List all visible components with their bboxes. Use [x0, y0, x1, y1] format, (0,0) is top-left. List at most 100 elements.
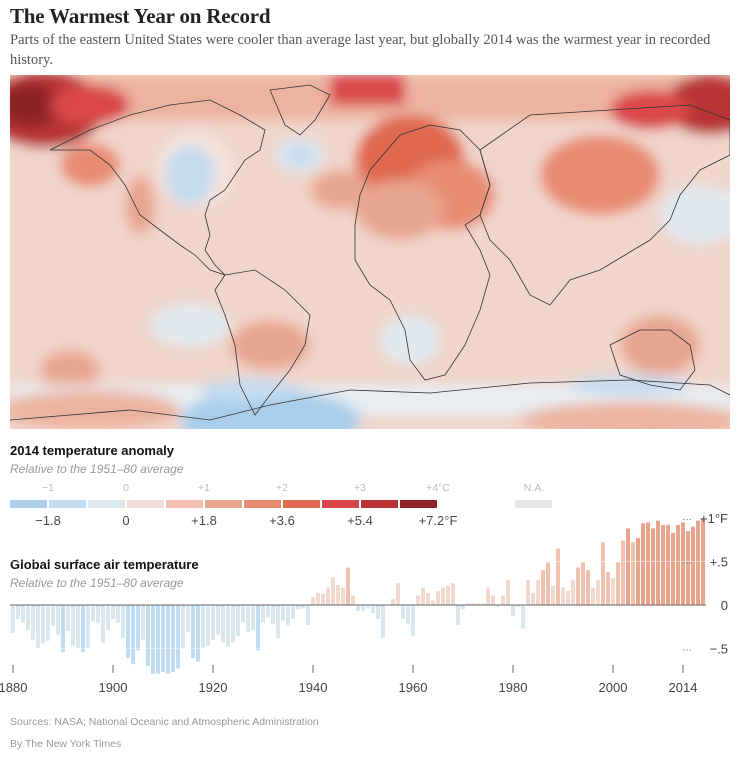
bar-1939: [306, 605, 310, 626]
bar-1934: [281, 605, 285, 621]
bar-1886: [41, 605, 45, 644]
bar-1989: [556, 548, 560, 605]
bar-1896: [91, 605, 95, 622]
bar-2015: [686, 531, 690, 605]
bar-1940: [311, 597, 315, 605]
bar-1976: [491, 595, 495, 605]
legend-celsius-label: 0: [123, 482, 129, 494]
bar-1970: [461, 605, 465, 610]
bar-1885: [36, 605, 40, 648]
bar-1985: [536, 579, 540, 605]
legend-celsius-label: +1: [198, 482, 210, 494]
bar-2014: [681, 522, 685, 605]
legend-swatch: [166, 500, 203, 508]
temperature-anomaly-map: [10, 75, 730, 429]
map-svg: [10, 75, 730, 429]
bar-1917: [196, 605, 200, 662]
legend-swatch: [49, 500, 86, 508]
bar-1982: [521, 605, 525, 629]
x-tick-label: 1960: [399, 680, 428, 695]
bar-1960: [411, 605, 415, 637]
bar-1987: [546, 562, 550, 605]
bar-2013: [676, 524, 680, 605]
y-tick-label: +1°F: [700, 511, 728, 526]
color-legend: −1 0 +1 +2 +3 +4°C N.A. −1.8 0 +1.8 +3.6 +5.4 +7.2°F: [10, 480, 570, 530]
x-tick-label: 1920: [199, 680, 228, 695]
bar-1962: [421, 587, 425, 605]
south-america-outline: [214, 269, 311, 416]
y-tick-label: −.5: [710, 642, 728, 657]
bar-1995: [586, 570, 590, 605]
bar-2016: [691, 526, 695, 605]
bar-1980: [511, 605, 515, 617]
bar-1988: [551, 585, 555, 605]
bar-1935: [286, 605, 290, 626]
bar-1931: [266, 605, 270, 618]
bar-1965: [436, 591, 440, 605]
bar-1882: [21, 605, 25, 623]
bar-1920: [211, 605, 215, 640]
asia-outline: [479, 104, 730, 306]
legend-swatch-na: [515, 500, 552, 508]
bar-1903: [126, 605, 130, 659]
bar-1908: [151, 605, 155, 674]
bar-2005: [636, 538, 640, 605]
bar-1964: [431, 600, 435, 605]
legend-celsius-label: +4°C: [426, 482, 450, 494]
legend-subtitle: Relative to the 1951–80 average: [10, 462, 184, 476]
legend-title: 2014 temperature anomaly: [10, 443, 175, 458]
bar-1943: [326, 587, 330, 605]
bar-1957: [396, 583, 400, 605]
bar-1929: [256, 605, 260, 651]
y-tick-dots: ···: [682, 514, 692, 525]
x-tick-label: 1900: [99, 680, 128, 695]
bar-1926: [241, 605, 245, 623]
bar-2001: [616, 562, 620, 605]
bar-1954: [381, 605, 385, 639]
legend-celsius-label: +3: [354, 482, 366, 494]
bar-1975: [486, 587, 490, 605]
bar-1961: [416, 595, 420, 605]
continent-outlines: [10, 84, 730, 421]
bar-1900: [111, 605, 115, 619]
bar-1930: [261, 605, 265, 623]
bar-1959: [406, 605, 410, 625]
bar-1907: [146, 605, 150, 666]
x-tick-label: 1880: [0, 680, 27, 695]
legend-celsius-label: +2: [276, 482, 288, 494]
bar-1958: [401, 605, 405, 619]
bar-1999: [606, 571, 610, 605]
bar-2000: [611, 578, 615, 605]
bar-1902: [121, 605, 125, 639]
legend-fahrenheit-label: +7.2°F: [418, 513, 458, 528]
anomaly-fields: [10, 75, 730, 429]
bar-1968: [451, 583, 455, 605]
bar-2004: [631, 542, 635, 605]
legend-swatch: [88, 500, 125, 508]
bar-2009: [656, 520, 660, 605]
bar-1933: [276, 605, 280, 639]
x-tick-label: 2000: [599, 680, 628, 695]
bar-1922: [221, 605, 225, 643]
bar-1981: [516, 605, 520, 607]
bar-1945: [336, 584, 340, 605]
bar-1972: [471, 603, 475, 605]
legend-fahrenheit-label: +1.8: [191, 513, 217, 528]
bar-1951: [366, 605, 370, 609]
legend-na-label: N.A.: [523, 482, 545, 494]
legend-fahrenheit-label: −1.8: [35, 513, 61, 528]
bar-1942: [321, 593, 325, 605]
bar-1912: [171, 605, 175, 672]
antarctica-outline: [10, 379, 730, 421]
bar-1898: [101, 605, 105, 644]
bar-1971: [466, 603, 470, 605]
bar-2008: [651, 528, 655, 605]
bar-1910: [161, 605, 165, 672]
legend-swatch: [10, 500, 47, 508]
y-tick-dots: ···: [682, 558, 692, 569]
x-tick-label: 1940: [299, 680, 328, 695]
bar-1949: [356, 605, 360, 612]
bar-1888: [51, 605, 55, 626]
sources-note: Sources: NASA; National Oceanic and Atmo…: [10, 716, 319, 728]
greenland-outline: [269, 84, 331, 136]
